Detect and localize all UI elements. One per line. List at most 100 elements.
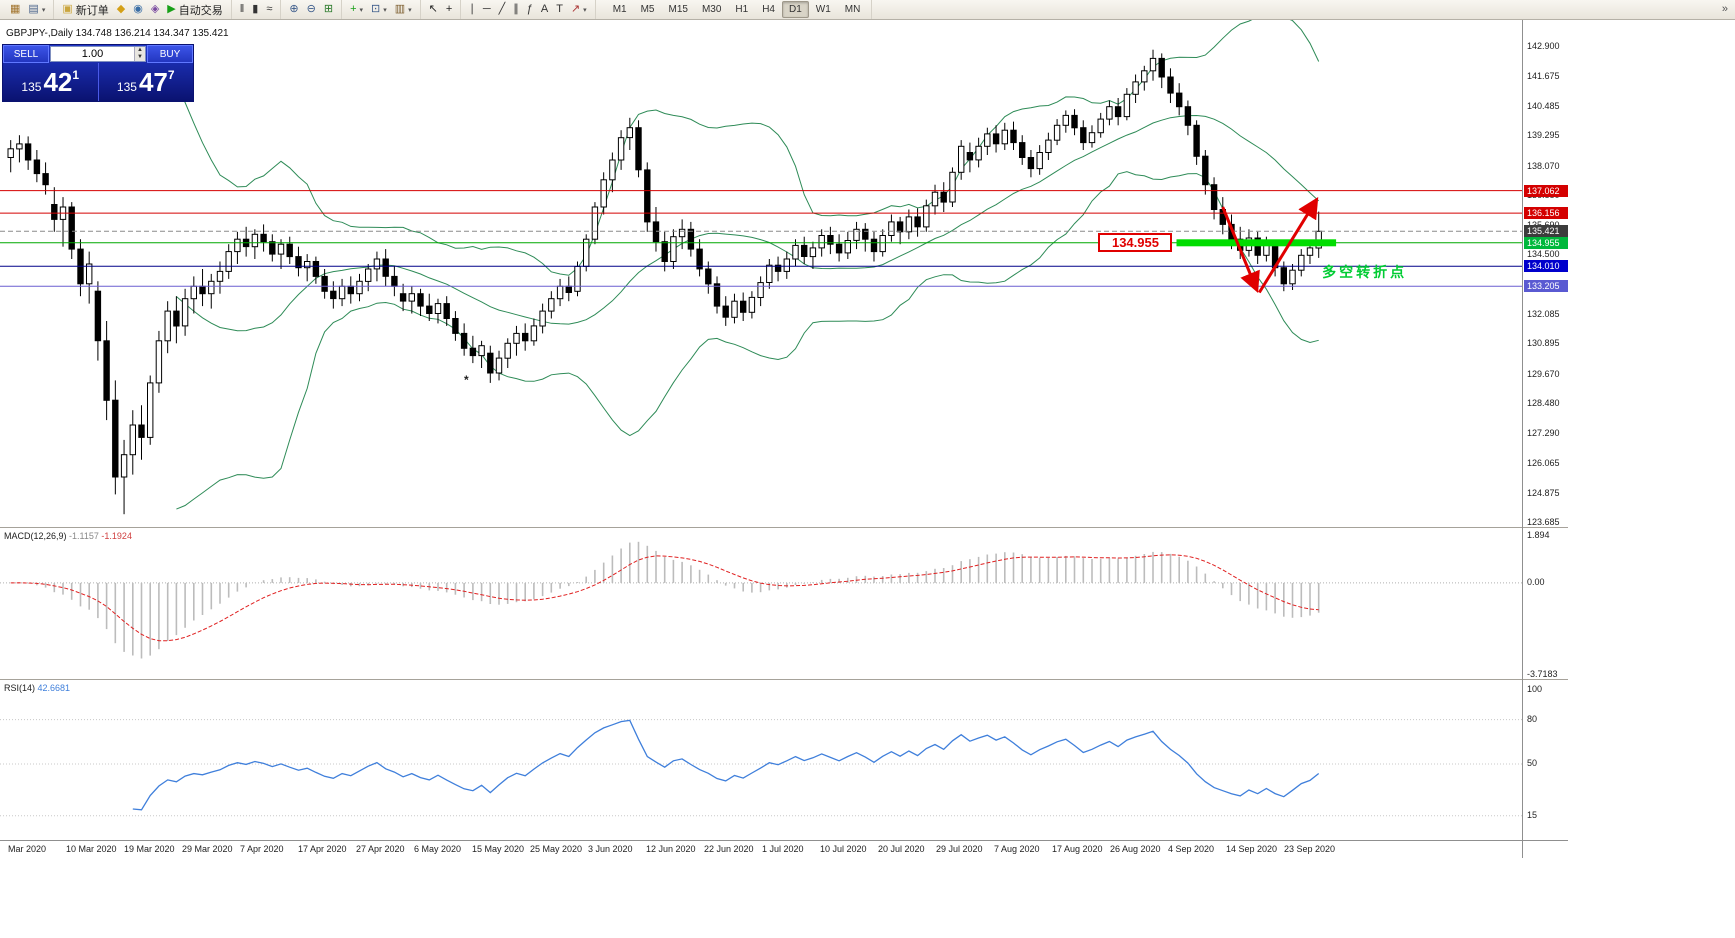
macd-tick-label: 0.00 [1527,576,1545,587]
periods-button-dropdown[interactable]: ▾ [383,6,387,14]
indicators-button[interactable]: + ▾ [346,1,367,18]
text-label-button[interactable]: T [552,1,567,18]
text-button[interactable]: A [537,1,552,18]
macd-tick-label: -3.7183 [1527,669,1558,679]
timeframe-m30-button[interactable]: M30 [701,4,722,15]
lot-size-field[interactable]: 1.00 ▲ ▼ [50,46,146,62]
cursor-button[interactable]: ↖ [425,1,442,18]
profiles-button[interactable]: ▤ ▾ [24,1,49,18]
zoom-out-button[interactable]: ⊖ [303,1,320,18]
price-tick-label: 124.875 [1527,487,1560,498]
timeframe-h4-button[interactable]: H4 [762,4,775,15]
timeframe-m5-button[interactable]: M5 [640,4,655,15]
line-chart-button[interactable]: ≈ [262,1,276,18]
templates-button[interactable]: ▥ ▾ [391,1,416,18]
trade-group: ▣ 新订单 ◆ ◉ ◈ ▶ 自动交易 [54,0,232,19]
cursor-group: ↖ + [421,0,462,19]
timeframe-mn-button[interactable]: MN [844,4,861,15]
macd-panel[interactable]: MACD(12,26,9) -1.1157 -1.1924 [0,527,1568,679]
templates-button-dropdown[interactable]: ▾ [408,6,412,14]
timeframe-d1-button[interactable]: D1 [782,1,809,18]
sell-price-button[interactable]: 135 42 1 [3,63,99,101]
cursor-icon: ↖ [428,3,438,15]
date-tick-label: 29 Mar 2020 [182,844,233,854]
date-tick-label: 17 Aug 2020 [1052,844,1103,854]
rsi-name: RSI(14) [4,683,36,693]
trendline-button[interactable]: ╱ [495,1,510,18]
annotation-note-text[interactable]: 多空转折点 [1322,263,1408,280]
bar-chart-button[interactable]: ‖ [236,1,249,18]
timeframe-m1-button[interactable]: M1 [612,4,627,15]
lot-increase-button[interactable]: ▲ [135,47,145,54]
macd-name: MACD(12,26,9) [4,531,67,541]
rsi-tick-label: 100 [1527,684,1543,694]
date-tick-label: 19 Mar 2020 [124,844,175,854]
sell-button[interactable]: SELL [3,45,49,63]
macd-signal-value: -1.1924 [101,531,132,541]
timeframes-toolbar: M1 M5 M15 M30 H1 H4 D1 W1 MN [602,0,873,19]
timeframe-m15-button[interactable]: M15 [668,4,688,15]
crosshair-button[interactable]: + [442,1,456,18]
date-tick-label: 17 Apr 2020 [298,844,347,854]
price-line-badge: 137.062 [1524,184,1568,197]
date-tick-label: 7 Aug 2020 [994,844,1040,854]
price-tick-label: 134.500 [1527,249,1560,260]
profiles-button-dropdown[interactable]: ▾ [41,6,46,14]
candlestick-chart-icon: ▮ [252,3,259,15]
buy-price-button[interactable]: 135 47 7 [99,63,194,101]
autotrading-button[interactable]: ▶ 自动交易 [163,1,226,18]
price-tick-label: 127.290 [1527,427,1560,438]
price-axis[interactable]: 142.900141.675140.485139.295138.070136.8… [1522,20,1568,858]
rsi-panel[interactable]: RSI(14) 42.6681 [0,679,1568,840]
lot-decrease-button[interactable]: ▼ [135,54,145,61]
price-annotation-label[interactable]: 134.955 [1098,232,1173,252]
market-watch-button[interactable]: ◆ [113,1,129,18]
autotrading-button-label: 自动交易 [178,4,223,17]
price-tick-label: 123.685 [1527,517,1560,527]
terminal-button[interactable]: ◈ [147,1,163,18]
vertical-line-button[interactable]: ∣ [465,1,479,18]
annotation-star-marker[interactable]: * [464,373,469,388]
vertical-line-icon: ∣ [469,3,475,15]
data-window-button[interactable]: ◉ [129,1,147,18]
rsi-tick-label: 15 [1527,809,1538,820]
price-line-badge: 135.421 [1524,225,1568,238]
price-chart[interactable] [0,20,1522,527]
rsi-tick-label: 50 [1527,758,1538,768]
indicators-button-dropdown[interactable]: ▾ [359,6,364,14]
macd-main-value: -1.1157 [69,531,99,541]
timeframe-h1-button[interactable]: H1 [735,4,749,15]
chart-type-group: ‖ ▮ ≈ [232,0,282,19]
toolbar-overflow-button[interactable]: » [1721,3,1728,15]
date-tick-label: 1 Jul 2020 [762,844,804,854]
new-chart-button[interactable]: ▦ [6,1,24,18]
objects-group: + ▾ ⊡ ▾ ▥ ▾ [342,0,421,19]
zoom-group: ⊕ ⊖ ⊞ [281,0,343,19]
arrows-button-dropdown[interactable]: ▾ [583,6,587,14]
candlestick-chart-button[interactable]: ▮ [248,1,262,18]
date-tick-label: 23 Sep 2020 [1284,844,1336,854]
timeframe-w1-button[interactable]: W1 [815,4,831,15]
date-tick-label: 10 Mar 2020 [66,844,117,854]
buy-button[interactable]: BUY [147,45,193,63]
sell-price-sup: 1 [72,68,80,82]
channel-button[interactable]: ∥ [509,1,523,18]
chart-title: GBPJPY-,Daily 134.748 136.214 134.347 13… [6,28,229,39]
fibonacci-button[interactable]: ƒ [523,1,537,18]
arrows-button[interactable]: ↗ ▾ [567,1,591,18]
tile-windows-button[interactable]: ⊞ [320,1,337,18]
new-order-button[interactable]: ▣ 新订单 [58,1,112,18]
price-line-badge: 134.010 [1524,260,1568,273]
rsi-chart [0,719,1522,817]
periods-button[interactable]: ⊡ ▾ [367,1,391,18]
zoom-out-icon: ⊖ [306,3,316,15]
profiles-icon: ▤ [28,3,39,15]
data-window-icon: ◉ [133,3,143,15]
horizontal-line-button[interactable]: ─ [479,1,495,18]
date-tick-label: 6 May 2020 [414,844,462,854]
time-axis[interactable]: Mar 2020 10 Mar 2020 19 Mar 2020 29 Mar 202… [0,840,1568,858]
zoom-in-button[interactable]: ⊕ [285,1,302,18]
lot-spinner: ▲ ▼ [134,47,145,61]
trendline-icon: ╱ [498,3,506,15]
